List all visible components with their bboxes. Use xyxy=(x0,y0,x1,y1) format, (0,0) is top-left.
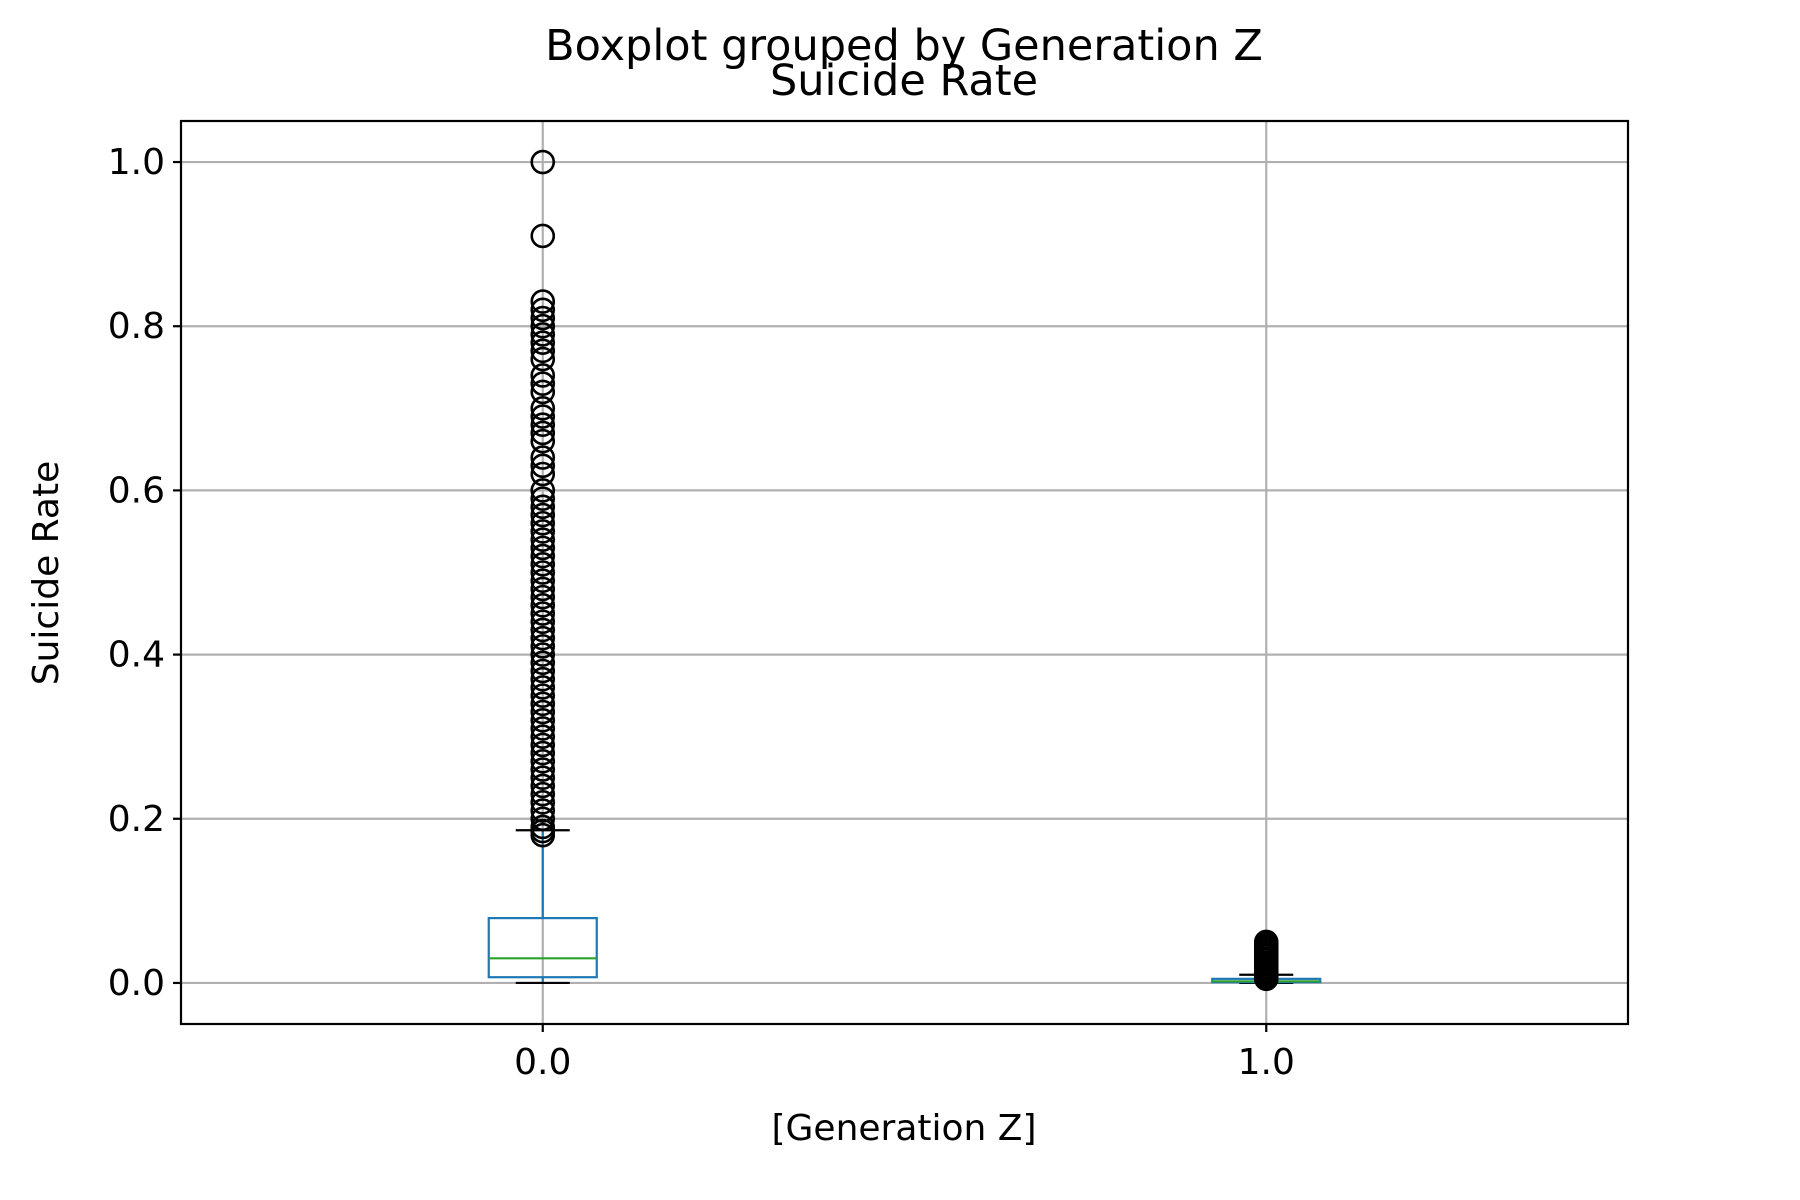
outlier-point xyxy=(530,445,556,470)
outlier-point xyxy=(530,593,556,618)
outlier-point xyxy=(530,478,556,503)
outlier-point xyxy=(530,297,556,323)
outlier-point xyxy=(530,790,556,815)
outlier-point xyxy=(530,535,556,561)
outlier-point xyxy=(530,724,556,749)
y-tick-label: 1.0 xyxy=(108,142,165,183)
outlier-point xyxy=(530,601,556,626)
outlier-point xyxy=(530,666,556,692)
outlier-point xyxy=(530,675,556,700)
outlier-point xyxy=(530,223,556,249)
outlier-point xyxy=(530,576,556,602)
outlier-point xyxy=(530,502,556,528)
y-tick-label: 0.0 xyxy=(108,963,165,1004)
outlier-point xyxy=(530,322,556,347)
y-tick-label: 0.2 xyxy=(108,799,165,840)
outlier-point xyxy=(530,609,556,635)
outlier-point xyxy=(530,289,556,314)
outlier-point xyxy=(530,749,556,774)
outlier-point xyxy=(530,650,556,676)
outlier-point xyxy=(530,453,556,479)
outlier-point xyxy=(530,584,556,610)
outlier-point xyxy=(530,716,556,741)
outlier-point xyxy=(530,412,556,438)
outlier-point xyxy=(530,420,556,446)
y-tick-label: 0.8 xyxy=(108,306,165,347)
outlier-point xyxy=(530,773,556,799)
outlier-point xyxy=(530,617,556,643)
plot-frame xyxy=(179,119,1630,1026)
outlier-point xyxy=(530,338,556,364)
outlier-point xyxy=(530,699,556,725)
outlier-point xyxy=(530,486,556,511)
chart-title: Suicide Rate xyxy=(770,56,1038,106)
outlier-point xyxy=(530,363,556,388)
outlier-point xyxy=(530,371,556,396)
y-tick-label: 0.6 xyxy=(108,470,165,511)
outlier-point xyxy=(530,404,556,429)
outlier-point xyxy=(530,305,556,331)
outlier-point xyxy=(530,740,556,766)
box-layer xyxy=(487,829,1322,985)
outlier-point xyxy=(530,560,556,585)
outlier-point xyxy=(530,527,556,552)
outlier-point xyxy=(530,313,556,339)
x-axis-label: [Generation Z] xyxy=(771,1108,1036,1149)
outlier-point xyxy=(530,346,556,372)
outlier-point xyxy=(530,642,556,667)
outlier-point xyxy=(530,683,556,708)
outlier-point xyxy=(530,149,556,175)
outlier-point xyxy=(530,814,556,840)
outlier-point xyxy=(530,757,556,782)
outlier-point xyxy=(530,519,556,544)
outlier-point xyxy=(530,510,556,536)
outlier-point xyxy=(530,428,556,454)
outlier-point xyxy=(530,543,556,569)
outlier-point xyxy=(530,330,556,355)
outlier-point xyxy=(530,765,556,791)
outlier-point xyxy=(530,461,556,487)
outlier-point xyxy=(530,379,556,405)
outlier-point xyxy=(530,494,556,520)
x-tick-label: 0.0 xyxy=(514,1042,571,1083)
outlier-point xyxy=(530,658,556,684)
x-axis-ticks: 0.0 1.0 xyxy=(514,1024,1295,1083)
outlier-point xyxy=(530,625,556,651)
outlier-point xyxy=(530,732,556,758)
y-tick-label: 0.4 xyxy=(108,635,165,676)
outlier-point xyxy=(530,551,556,577)
outlier-point xyxy=(530,707,556,733)
outlier-point xyxy=(530,798,556,823)
chart-suptitle: Boxplot grouped by Generation Z xyxy=(545,21,1263,71)
y-axis-ticks: 0.0 0.2 0.4 0.6 0.8 1.0 xyxy=(108,142,181,1004)
outlier-point xyxy=(530,634,556,659)
outlier-layer xyxy=(530,149,1279,992)
outlier-point xyxy=(530,806,556,832)
y-axis-label: Suicide Rate xyxy=(26,461,67,685)
outlier-point xyxy=(1253,929,1279,955)
x-tick-label: 1.0 xyxy=(1238,1042,1295,1083)
outlier-point xyxy=(530,396,556,421)
iqr-box xyxy=(487,917,598,979)
outlier-point xyxy=(530,691,556,717)
grid-lines xyxy=(181,121,1628,1024)
outlier-point xyxy=(530,781,556,807)
outlier-point xyxy=(530,568,556,594)
